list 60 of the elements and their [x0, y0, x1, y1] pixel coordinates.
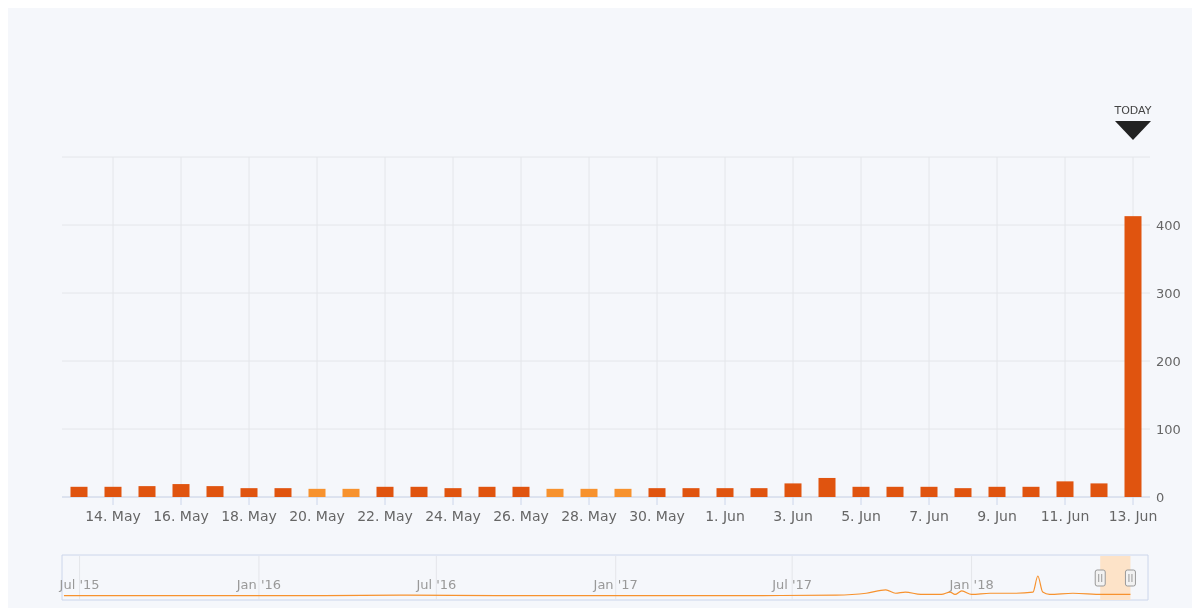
bar	[444, 488, 462, 497]
bar	[648, 488, 666, 497]
bar	[920, 486, 938, 497]
bar	[580, 488, 598, 497]
x-tick-label: 24. May	[425, 508, 481, 524]
x-tick-label: 7. Jun	[909, 508, 949, 524]
x-tick-label: Jan '18	[948, 577, 994, 592]
y-tick-label: 200	[1156, 354, 1181, 369]
y-tick-label: 0	[1156, 490, 1165, 505]
bar	[682, 488, 700, 497]
bar	[886, 486, 904, 497]
bar	[818, 477, 836, 497]
bar	[138, 486, 156, 497]
x-tick-label: 30. May	[629, 508, 685, 524]
x-tick-label: 13. Jun	[1108, 508, 1158, 524]
bar	[988, 486, 1006, 497]
bar	[1124, 216, 1142, 497]
bar	[376, 486, 394, 497]
bar	[478, 486, 496, 497]
bar	[546, 488, 564, 497]
bar	[410, 486, 428, 497]
x-tick-label: 18. May	[221, 508, 277, 524]
x-tick-label: Jul '15	[58, 577, 100, 592]
bar	[1090, 483, 1108, 497]
bar	[784, 483, 802, 497]
bar	[852, 486, 870, 497]
bar	[206, 486, 224, 497]
x-tick-label: 5. Jun	[841, 508, 881, 524]
text: TODAY	[1113, 104, 1152, 117]
bar	[954, 488, 972, 497]
x-tick-label: 20. May	[289, 508, 345, 524]
x-tick-label: 9. Jun	[977, 508, 1017, 524]
x-tick-label: 26. May	[493, 508, 549, 524]
x-tick-label: 28. May	[561, 508, 617, 524]
x-tick-label: Jul '17	[771, 577, 813, 592]
bar	[1022, 486, 1040, 497]
y-tick-label: 100	[1156, 422, 1181, 437]
x-tick-label: 3. Jun	[773, 508, 813, 524]
y-tick-label: 300	[1156, 286, 1181, 301]
x-tick-label: 16. May	[153, 508, 209, 524]
bar	[240, 488, 258, 497]
x-tick-label: 22. May	[357, 508, 413, 524]
x-tick-label: 11. Jun	[1040, 508, 1090, 524]
x-tick-label: 1. Jun	[705, 508, 745, 524]
bar	[342, 488, 360, 497]
x-tick-label: Jan '16	[235, 577, 282, 592]
bar	[274, 488, 292, 497]
bar	[614, 488, 632, 497]
y-tick-label: 400	[1156, 218, 1181, 233]
bar	[750, 488, 768, 497]
x-tick-label: 14. May	[85, 508, 141, 524]
bar	[308, 488, 326, 497]
x-tick-label: Jul '16	[415, 577, 457, 592]
bar	[104, 486, 122, 497]
bar	[70, 486, 88, 497]
bar	[716, 488, 734, 497]
bar	[1056, 481, 1074, 497]
bar	[512, 486, 530, 497]
x-tick-label: Jan '17	[592, 577, 638, 592]
bar	[172, 484, 190, 497]
